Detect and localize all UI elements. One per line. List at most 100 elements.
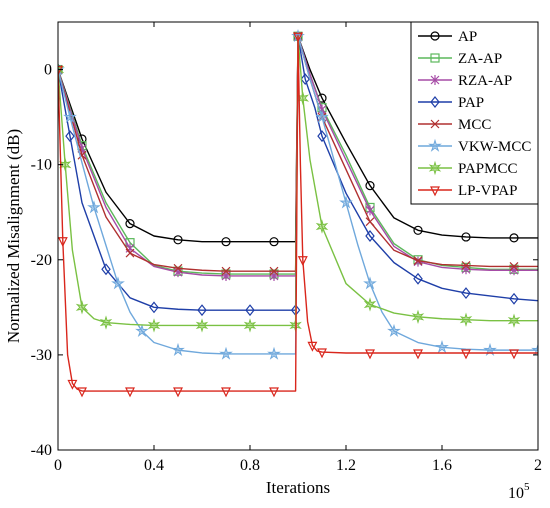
data-point: [195, 318, 209, 333]
x-tick-label: 1.2: [336, 457, 356, 474]
legend-marker: [428, 160, 442, 176]
data-point: [171, 342, 185, 356]
data-point: [219, 346, 233, 360]
legend-label: PAP: [458, 95, 484, 111]
legend-label: VKW-MCC: [458, 139, 531, 155]
data-point: [65, 130, 75, 143]
data-point: [135, 323, 149, 337]
data-point: [365, 205, 375, 216]
legend-marker: [428, 138, 442, 152]
data-point: [63, 109, 77, 123]
x-tick-label: 0: [54, 457, 62, 474]
data-point: [461, 287, 471, 300]
axes-layer: 0 0.4 0.8 1.2 1.6 2 0 -10 -20 -30 -40: [31, 21, 542, 474]
data-point: [221, 266, 231, 276]
data-point: [483, 342, 497, 356]
series-papmcc: [58, 35, 538, 333]
data-point: [173, 263, 183, 273]
data-point: [221, 237, 231, 247]
data-point: [507, 313, 521, 328]
data-point: [461, 232, 471, 242]
x-tick-label: 0.8: [240, 457, 260, 474]
legend-label: RZA-AP: [458, 73, 512, 89]
data-point: [293, 32, 303, 43]
legend-label: AP: [458, 29, 477, 45]
legend-box: [410, 21, 539, 205]
series-layer: [58, 29, 538, 398]
data-point: [387, 323, 401, 337]
legend-entry: ZA-AP: [418, 51, 502, 67]
data-point: [363, 276, 377, 290]
data-point: [413, 225, 423, 235]
data-point: [245, 304, 255, 317]
legend-entry: AP: [418, 29, 477, 45]
y-tick-label: -10: [31, 157, 52, 174]
legend-entry: RZA-AP: [418, 73, 512, 89]
data-point: [99, 315, 113, 330]
data-point: [111, 276, 125, 290]
data-point: [149, 301, 159, 314]
data-point: [269, 237, 279, 247]
legend-label: MCC: [458, 117, 491, 133]
data-point: [413, 349, 423, 360]
data-point: [435, 340, 449, 354]
data-point: [269, 266, 279, 276]
data-point: [461, 349, 471, 360]
legend-marker: [430, 75, 440, 85]
data-point: [101, 263, 111, 276]
legend-entry: PAPMCC: [418, 160, 518, 177]
y-axis-title: Normalized Misalignment (dB): [4, 129, 23, 343]
x-multiplier-base: 10: [508, 485, 524, 502]
data-point: [267, 346, 281, 360]
data-point: [317, 130, 327, 143]
data-point: [509, 349, 519, 360]
data-point: [58, 65, 63, 76]
x-tick-label: 2: [534, 457, 542, 474]
data-point: [87, 200, 101, 214]
legend-marker: [430, 53, 440, 63]
legend-label: ZA-AP: [458, 51, 502, 67]
axes-frame: [57, 21, 539, 451]
data-point: [315, 219, 329, 234]
data-point: [365, 349, 375, 360]
x-tick-label: 1.6: [432, 457, 452, 474]
y-tick-label: 0: [44, 62, 52, 79]
data-point: [197, 304, 207, 317]
data-point: [125, 248, 135, 258]
data-point: [365, 230, 375, 242]
data-point: [317, 348, 327, 359]
legend-entry: MCC: [418, 117, 491, 133]
data-point: [173, 235, 183, 245]
series-lp-vpap: [58, 32, 538, 398]
legend-marker: [430, 119, 440, 129]
legend-marker: [430, 186, 440, 197]
data-point: [411, 309, 425, 325]
data-point: [125, 387, 135, 398]
data-point: [413, 272, 423, 285]
data-point: [269, 387, 279, 398]
y-tick-label: -30: [31, 347, 52, 364]
data-point: [300, 73, 310, 86]
data-point: [173, 387, 183, 398]
x-axis-title: Iterations: [266, 478, 330, 497]
data-point: [461, 261, 471, 270]
data-point: [509, 262, 519, 271]
data-point: [509, 292, 519, 305]
data-point: [459, 312, 473, 327]
data-point: [67, 379, 78, 390]
legend-entry: PAP: [418, 95, 484, 111]
data-point: [531, 342, 538, 356]
legend-label: LP-VPAP: [458, 183, 517, 199]
data-point: [125, 219, 135, 229]
data-point: [365, 217, 375, 227]
legend-marker: [430, 96, 440, 108]
data-point: [147, 318, 161, 333]
x-tick-label: 0.4: [144, 457, 164, 474]
data-point: [75, 300, 89, 315]
y-tick-label: -20: [31, 252, 52, 269]
y-tick-label: -40: [31, 442, 52, 459]
data-point: [413, 256, 423, 266]
data-point: [509, 233, 519, 243]
